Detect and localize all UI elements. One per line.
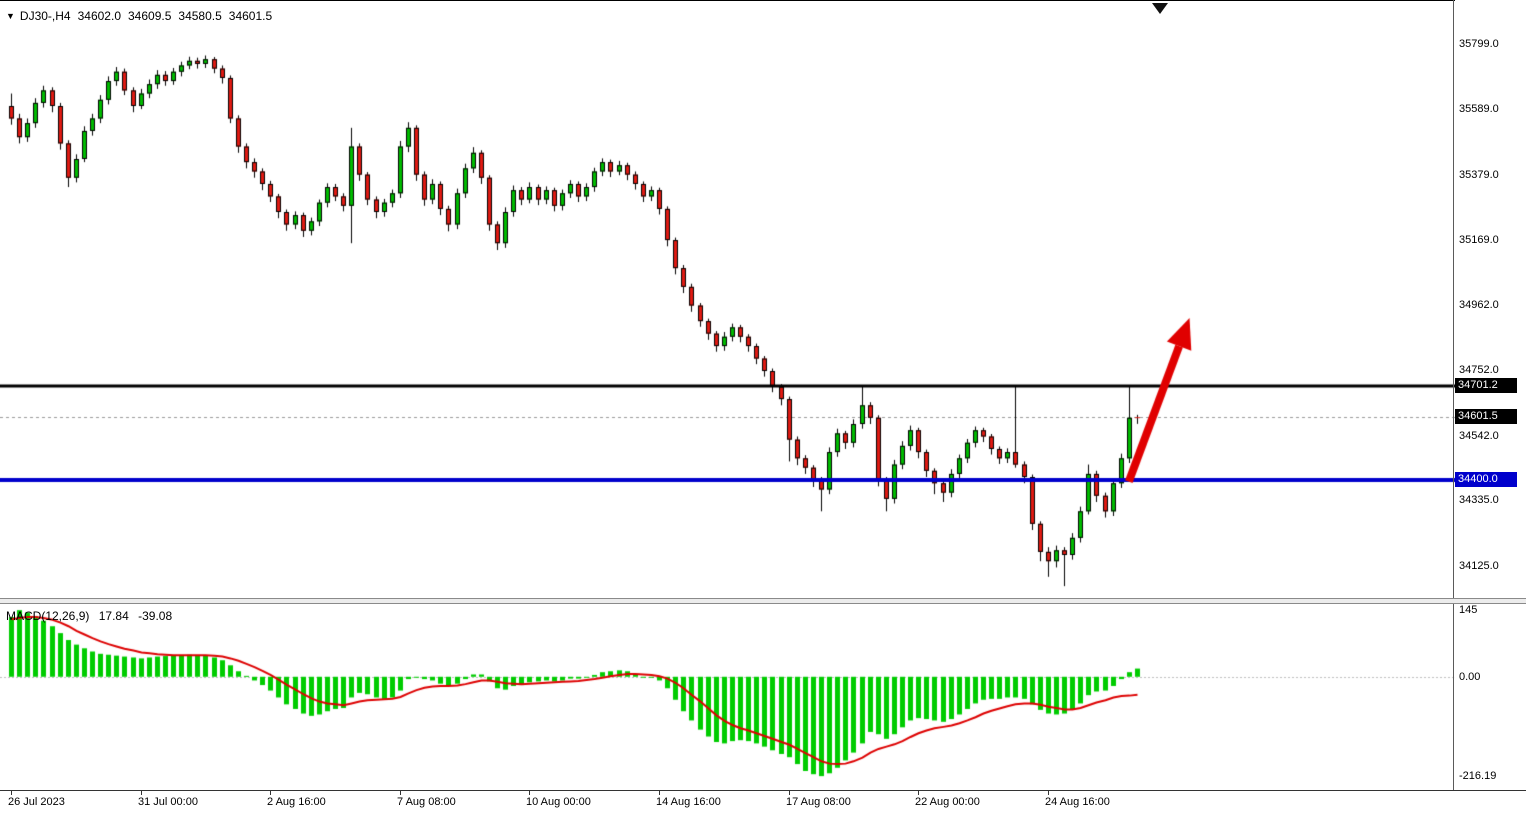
- time-tick-mark: [1048, 791, 1049, 795]
- support-price-badge: 34400.0: [1455, 472, 1517, 488]
- time-tick-label: 2 Aug 16:00: [267, 796, 326, 808]
- chart-shift-marker-icon[interactable]: [1152, 3, 1168, 14]
- time-tick-label: 24 Aug 16:00: [1045, 796, 1110, 808]
- time-tick-mark: [11, 791, 12, 795]
- price-tick-label: 34335.0: [1459, 494, 1499, 507]
- price-tick-label: 35799.0: [1459, 37, 1499, 50]
- price-tick-label: 34962.0: [1459, 298, 1499, 311]
- time-tick-mark: [918, 791, 919, 795]
- time-tick-mark: [659, 791, 660, 795]
- time-tick-mark: [270, 791, 271, 795]
- ohlc-open-value: 34602.0: [77, 9, 121, 23]
- time-tick-label: 31 Jul 00:00: [138, 796, 198, 808]
- macd-tick-label: 145: [1459, 604, 1478, 617]
- macd-signal-value: -39.08: [138, 609, 173, 623]
- macd-tick-label: -216.19: [1459, 770, 1497, 783]
- macd-main-value: 17.84: [98, 609, 129, 623]
- chart-info-bar: ▼ DJ30-,H4 34602.0 34609.5 34580.5 34601…: [6, 8, 279, 24]
- price-axis-separator: [1453, 0, 1454, 790]
- macd-tick-label: 0.00: [1459, 670, 1481, 683]
- price-tick-label: 34752.0: [1459, 364, 1499, 377]
- time-tick-label: 7 Aug 08:00: [397, 796, 456, 808]
- ohlc-low-value: 34580.5: [178, 9, 222, 23]
- symbol-timeframe-label: DJ30-,H4: [19, 9, 71, 23]
- price-tick-label: 35169.0: [1459, 234, 1499, 247]
- macd-indicator-canvas[interactable]: [0, 604, 1455, 790]
- time-tick-label: 14 Aug 16:00: [656, 796, 721, 808]
- price-chart-canvas[interactable]: [0, 0, 1455, 598]
- time-tick-mark: [529, 791, 530, 795]
- time-axis[interactable]: 26 Jul 2023 31 Jul 00:00 2 Aug 16:00 7 Aug …: [0, 790, 1526, 813]
- macd-indicator-label: MACD(12,26,9) 17.84 -39.08: [6, 609, 178, 623]
- time-tick-mark: [789, 791, 790, 795]
- price-tick-label: 35379.0: [1459, 168, 1499, 181]
- ohlc-close-value: 34601.5: [228, 9, 273, 23]
- time-tick-label: 10 Aug 00:00: [526, 796, 591, 808]
- time-tick-label: 17 Aug 08:00: [786, 796, 851, 808]
- time-tick-label: 26 Jul 2023: [8, 796, 65, 808]
- price-tick-label: 34542.0: [1459, 429, 1499, 442]
- time-tick-mark: [141, 791, 142, 795]
- resistance-price-badge: 34701.2: [1455, 378, 1517, 394]
- current-price-badge: 34601.5: [1455, 409, 1517, 425]
- ohlc-high-value: 34609.5: [128, 9, 172, 23]
- time-tick-mark: [400, 791, 401, 795]
- time-tick-label: 22 Aug 00:00: [915, 796, 980, 808]
- panel-resize-handle[interactable]: [0, 598, 1526, 604]
- symbol-dropdown-icon[interactable]: ▼: [6, 11, 15, 21]
- price-tick-label: 34125.0: [1459, 559, 1499, 572]
- price-tick-label: 35589.0: [1459, 103, 1499, 116]
- macd-name-label: MACD(12,26,9): [6, 609, 90, 623]
- price-axis[interactable]: 35799.0 35589.0 35379.0 35169.0 34962.0 34752…: [1455, 0, 1526, 790]
